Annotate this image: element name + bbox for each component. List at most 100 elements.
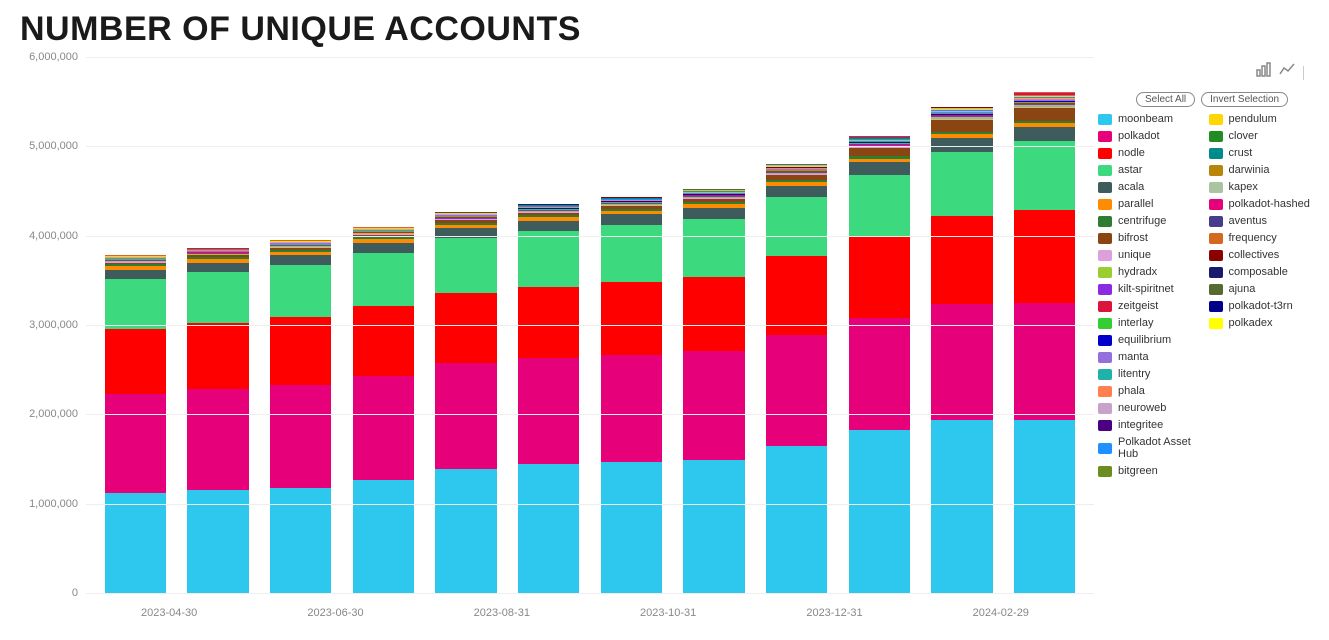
bar-segment-acala[interactable] — [849, 162, 910, 175]
bar-segment-nodle[interactable] — [270, 317, 331, 385]
legend-item-centrifuge[interactable]: centrifuge — [1098, 215, 1203, 227]
bar-segment-polkadot[interactable] — [353, 376, 414, 481]
legend-item-phala[interactable]: phala — [1098, 385, 1203, 397]
bar-segment-astar[interactable] — [270, 265, 331, 317]
bar-segment-astar[interactable] — [601, 225, 662, 282]
bar-segment-moonbeam[interactable] — [931, 420, 992, 593]
bar-segment-acala[interactable] — [683, 208, 744, 219]
legend-item-moonbeam[interactable]: moonbeam — [1098, 113, 1203, 125]
bar-segment-acala[interactable] — [435, 228, 496, 238]
bar-stack[interactable] — [766, 164, 827, 593]
legend-item-pendulum[interactable]: pendulum — [1209, 113, 1314, 125]
invert-selection-button[interactable]: Invert Selection — [1201, 92, 1288, 107]
legend-item-crust[interactable]: crust — [1209, 147, 1314, 159]
bar-segment-moonbeam[interactable] — [518, 464, 579, 593]
legend-item-composable[interactable]: composable — [1209, 266, 1314, 278]
bar-stack[interactable] — [601, 197, 662, 593]
bar-stack[interactable] — [353, 227, 414, 593]
bar-segment-nodle[interactable] — [683, 277, 744, 351]
legend-item-nodle[interactable]: nodle — [1098, 147, 1203, 159]
legend-item-polkadot-asset-hub[interactable]: Polkadot Asset Hub — [1098, 436, 1203, 460]
bar-segment-polkadot[interactable] — [105, 394, 166, 493]
bar-segment-astar[interactable] — [1014, 141, 1075, 210]
legend-item-litentry[interactable]: litentry — [1098, 368, 1203, 380]
bar-segment-polkadot[interactable] — [518, 358, 579, 464]
bar-segment-astar[interactable] — [105, 279, 166, 329]
bar-segment-acala[interactable] — [1014, 127, 1075, 141]
bar-segment-nodle[interactable] — [601, 282, 662, 354]
legend-item-darwinia[interactable]: darwinia — [1209, 164, 1314, 176]
bar-stack[interactable] — [1014, 92, 1075, 594]
bar-segment-astar[interactable] — [683, 219, 744, 277]
bar-segment-nodle[interactable] — [849, 236, 910, 318]
bar-segment-polkadot[interactable] — [601, 355, 662, 462]
bar-segment-astar[interactable] — [766, 197, 827, 256]
bar-segment-astar[interactable] — [435, 238, 496, 292]
line-chart-icon[interactable] — [1279, 62, 1295, 83]
legend-item-hydradx[interactable]: hydradx — [1098, 266, 1203, 278]
select-all-button[interactable]: Select All — [1136, 92, 1195, 107]
bar-segment-nodle[interactable] — [435, 293, 496, 364]
bar-segment-bifrost[interactable] — [1014, 108, 1075, 121]
bar-segment-astar[interactable] — [931, 152, 992, 216]
bar-segment-nodle[interactable] — [766, 256, 827, 335]
bar-segment-moonbeam[interactable] — [435, 469, 496, 593]
legend-item-polkadot[interactable]: polkadot — [1098, 130, 1203, 142]
legend-item-frequency[interactable]: frequency — [1209, 232, 1314, 244]
bar-segment-nodle[interactable] — [353, 306, 414, 376]
legend-item-acala[interactable]: acala — [1098, 181, 1203, 193]
bar-segment-astar[interactable] — [353, 253, 414, 307]
legend-item-bitgreen[interactable]: bitgreen — [1098, 465, 1203, 477]
legend-item-astar[interactable]: astar — [1098, 164, 1203, 176]
legend-item-interlay[interactable]: interlay — [1098, 317, 1203, 329]
legend-item-integritee[interactable]: integritee — [1098, 419, 1203, 431]
legend-item-clover[interactable]: clover — [1209, 130, 1314, 142]
bar-stack[interactable] — [931, 107, 992, 593]
bar-segment-moonbeam[interactable] — [683, 460, 744, 593]
bar-segment-acala[interactable] — [187, 263, 248, 273]
bar-segment-acala[interactable] — [105, 270, 166, 280]
bar-segment-bifrost[interactable] — [931, 120, 992, 132]
legend-item-kilt-spiritnet[interactable]: kilt-spiritnet — [1098, 283, 1203, 295]
bar-segment-bifrost[interactable] — [849, 148, 910, 156]
bar-segment-polkadot[interactable] — [1014, 303, 1075, 420]
bar-stack[interactable] — [849, 136, 910, 593]
bar-segment-acala[interactable] — [601, 214, 662, 225]
bar-stack[interactable] — [518, 204, 579, 593]
bar-stack[interactable] — [105, 255, 166, 593]
bar-segment-polkadot[interactable] — [683, 351, 744, 460]
bar-segment-moonbeam[interactable] — [766, 446, 827, 593]
legend-item-ajuna[interactable]: ajuna — [1209, 283, 1314, 295]
bar-segment-acala[interactable] — [518, 221, 579, 232]
bar-segment-astar[interactable] — [187, 272, 248, 323]
bar-segment-moonbeam[interactable] — [353, 480, 414, 593]
legend-item-parallel[interactable]: parallel — [1098, 198, 1203, 210]
bar-segment-acala[interactable] — [766, 186, 827, 197]
legend-item-zeitgeist[interactable]: zeitgeist — [1098, 300, 1203, 312]
bar-segment-nodle[interactable] — [1014, 210, 1075, 303]
bar-segment-acala[interactable] — [270, 255, 331, 265]
bar-segment-astar[interactable] — [849, 175, 910, 236]
legend-item-kapex[interactable]: kapex — [1209, 181, 1314, 193]
bar-segment-moonbeam[interactable] — [1014, 420, 1075, 593]
bar-segment-polkadot[interactable] — [931, 304, 992, 419]
bar-segment-polkadot[interactable] — [270, 385, 331, 488]
legend-item-collectives[interactable]: collectives — [1209, 249, 1314, 261]
bar-segment-polkadot[interactable] — [766, 335, 827, 446]
bar-segment-moonbeam[interactable] — [105, 493, 166, 593]
bar-stack[interactable] — [683, 189, 744, 593]
bar-segment-moonbeam[interactable] — [849, 430, 910, 593]
bar-segment-nodle[interactable] — [187, 323, 248, 389]
bar-chart-icon[interactable] — [1255, 62, 1271, 83]
bar-segment-polkadot[interactable] — [435, 363, 496, 468]
legend-item-polkadot-t3rn[interactable]: polkadot-t3rn — [1209, 300, 1314, 312]
legend-item-polkadex[interactable]: polkadex — [1209, 317, 1314, 329]
bar-segment-polkadot[interactable] — [187, 389, 248, 490]
legend-item-manta[interactable]: manta — [1098, 351, 1203, 363]
bar-segment-acala[interactable] — [931, 138, 992, 151]
legend-item-aventus[interactable]: aventus — [1209, 215, 1314, 227]
legend-item-unique[interactable]: unique — [1098, 249, 1203, 261]
bar-stack[interactable] — [270, 240, 331, 593]
legend-item-polkadot-hashed[interactable]: polkadot-hashed — [1209, 198, 1314, 210]
legend-item-equilibrium[interactable]: equilibrium — [1098, 334, 1203, 346]
